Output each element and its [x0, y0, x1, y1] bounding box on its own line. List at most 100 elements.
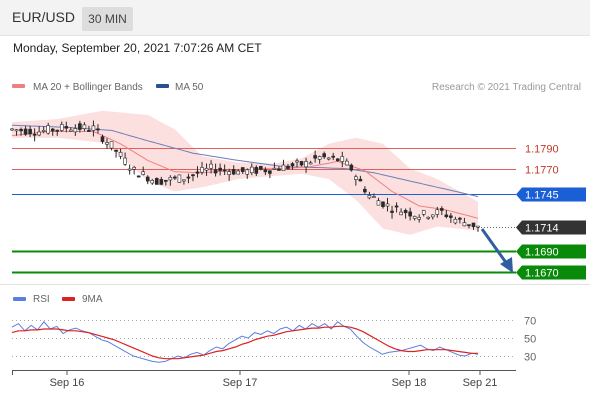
candle-body: [159, 179, 164, 185]
bollinger-band: [12, 110, 478, 235]
candle-body: [430, 214, 435, 218]
timeframe-button[interactable]: 30 MIN: [82, 7, 133, 31]
x-tick-label: Sep 16: [50, 377, 85, 389]
forecast-arrowhead: [500, 257, 513, 273]
candle-body: [118, 152, 123, 157]
datetime-label: Monday, September 20, 2021 7:07:26 AM CE…: [13, 41, 262, 55]
resistance-label: 1.1770: [525, 165, 559, 177]
candle-body: [249, 166, 254, 173]
candle-body: [87, 130, 91, 132]
candle-body: [245, 169, 250, 175]
candle-body: [164, 179, 168, 182]
x-tick-label: Sep 21: [463, 377, 498, 389]
candle-body: [69, 129, 73, 132]
candles: [10, 120, 480, 232]
candle-body: [394, 205, 399, 208]
candle-body: [412, 216, 417, 219]
candle-body: [186, 176, 191, 179]
candle-body: [123, 157, 127, 165]
candle-body: [127, 168, 132, 171]
candle-body: [358, 178, 363, 182]
x-tick-label: Sep 17: [223, 377, 258, 389]
candle-body: [132, 166, 136, 170]
candle-body: [37, 131, 41, 136]
bb-legend-swatch: [12, 84, 25, 88]
candle-body: [308, 162, 313, 165]
candle-body: [458, 217, 462, 220]
candle-body: [349, 164, 354, 171]
pivot-label: 1.1745: [525, 190, 559, 202]
candle-body: [295, 160, 299, 163]
candle-body: [263, 169, 268, 173]
candle-body: [150, 180, 155, 184]
candle-body: [471, 222, 476, 228]
candle-body: [236, 170, 241, 175]
candle-body: [200, 167, 204, 173]
candle-body: [453, 219, 458, 224]
candle-body: [227, 171, 231, 175]
ma50-legend-label: MA 50: [175, 82, 204, 93]
candle-body: [73, 128, 78, 133]
candle-body: [403, 210, 408, 214]
candle-body: [299, 161, 304, 166]
candle-body: [64, 126, 69, 129]
support-tag: [516, 265, 586, 280]
candle-body: [367, 195, 372, 199]
rsi-ma-legend-label: 9MA: [82, 294, 103, 305]
candle-body: [109, 141, 114, 149]
candle-body: [344, 160, 349, 166]
candle-body: [408, 211, 412, 217]
candle-body: [240, 167, 245, 172]
candle-body: [326, 157, 331, 160]
current-price-label: 1.1714: [525, 223, 559, 235]
candle-body: [277, 168, 281, 171]
candle-body: [209, 163, 213, 169]
candle-body: [82, 124, 87, 129]
candle-body: [96, 128, 100, 131]
candle-body: [444, 214, 449, 218]
candle-body: [340, 156, 345, 162]
candle-body: [177, 174, 182, 183]
candle-body: [182, 179, 186, 182]
candle-body: [426, 216, 431, 219]
ma50-line: [11, 124, 479, 198]
candle-body: [254, 167, 259, 174]
candle-body: [173, 176, 177, 179]
candle-body: [313, 155, 317, 159]
support-tag: [516, 244, 586, 259]
current-price-tag: [516, 220, 586, 235]
candle-body: [168, 176, 173, 181]
candle-body: [23, 128, 28, 135]
candle-body: [440, 208, 444, 211]
candle-body: [322, 153, 326, 158]
candle-body: [331, 155, 336, 158]
candle-body: [19, 128, 23, 132]
candle-body: [281, 164, 286, 171]
candle-body: [105, 142, 109, 145]
candle-body: [376, 200, 381, 206]
resistance-label: 1.1790: [525, 144, 559, 156]
price-plot: 1.1790 1.1770 1.1745 1.1714 1.1690 1.1670: [10, 110, 586, 280]
candle-body: [290, 163, 295, 167]
candle-body: [191, 174, 195, 177]
ma50-legend-swatch: [156, 84, 169, 88]
candle-body: [59, 124, 64, 131]
chart-panel: [0, 35, 590, 400]
candle-body: [141, 171, 146, 175]
candle-body: [381, 201, 385, 207]
candle-body: [78, 123, 82, 130]
candle-body: [417, 217, 421, 220]
candle-body: [231, 169, 236, 175]
support-label: 1.1690: [525, 247, 559, 259]
x-tick-label: Sep 18: [392, 377, 427, 389]
candle-body: [449, 215, 453, 218]
rsi-tick-label: 30: [524, 352, 536, 364]
candle-body: [41, 130, 46, 132]
symbol-title: EUR/USD: [12, 9, 76, 25]
candle-body: [317, 156, 322, 160]
credit-label: Research © 2021 Trading Central: [432, 82, 581, 93]
candle-body: [14, 129, 19, 132]
candle-body: [421, 210, 426, 215]
forecast-arrow: [480, 228, 509, 265]
